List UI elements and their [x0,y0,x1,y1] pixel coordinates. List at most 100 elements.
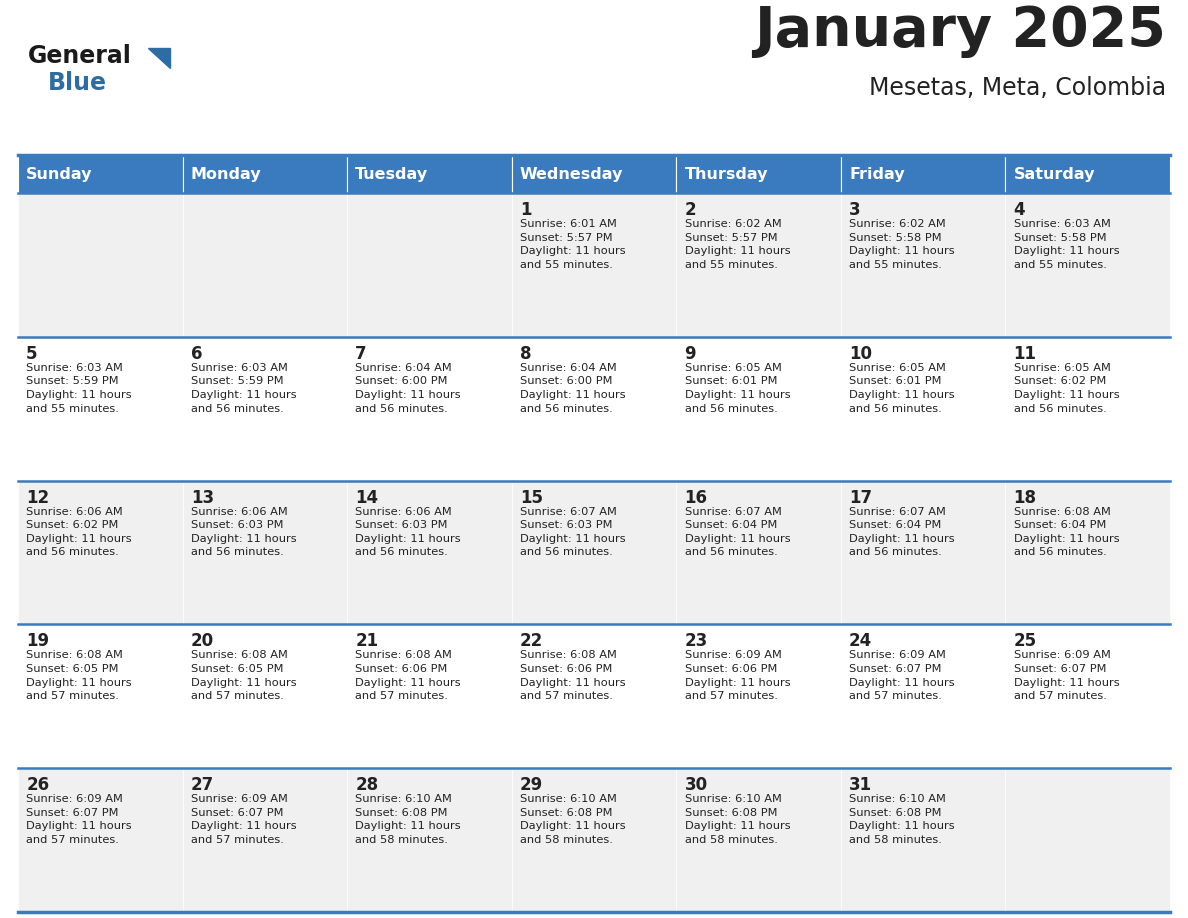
Text: General: General [29,44,132,68]
Bar [1005,624,1170,768]
Bar [18,768,183,912]
Text: Sunrise: 6:02 AM
Sunset: 5:58 PM
Daylight: 11 hours
and 55 minutes.: Sunrise: 6:02 AM Sunset: 5:58 PM Dayligh… [849,219,955,270]
Text: Sunrise: 6:01 AM
Sunset: 5:57 PM
Daylight: 11 hours
and 55 minutes.: Sunrise: 6:01 AM Sunset: 5:57 PM Dayligh… [520,219,626,270]
Text: Sunrise: 6:09 AM
Sunset: 6:07 PM
Daylight: 11 hours
and 57 minutes.: Sunrise: 6:09 AM Sunset: 6:07 PM Dayligh… [26,794,132,845]
Text: Saturday: Saturday [1013,166,1095,182]
Bar [1005,768,1170,912]
Bar [18,481,183,624]
Text: Sunrise: 6:05 AM
Sunset: 6:01 PM
Daylight: 11 hours
and 56 minutes.: Sunrise: 6:05 AM Sunset: 6:01 PM Dayligh… [684,363,790,414]
Bar [18,337,183,481]
Text: Blue: Blue [48,71,107,95]
Bar [183,155,347,193]
Text: 9: 9 [684,345,696,363]
Text: 20: 20 [191,633,214,650]
Text: Sunrise: 6:09 AM
Sunset: 6:07 PM
Daylight: 11 hours
and 57 minutes.: Sunrise: 6:09 AM Sunset: 6:07 PM Dayligh… [849,650,955,701]
Bar [841,768,1005,912]
Text: January 2025: January 2025 [754,4,1165,58]
Text: Sunrise: 6:10 AM
Sunset: 6:08 PM
Daylight: 11 hours
and 58 minutes.: Sunrise: 6:10 AM Sunset: 6:08 PM Dayligh… [355,794,461,845]
Text: Sunrise: 6:10 AM
Sunset: 6:08 PM
Daylight: 11 hours
and 58 minutes.: Sunrise: 6:10 AM Sunset: 6:08 PM Dayligh… [684,794,790,845]
Text: Sunrise: 6:07 AM
Sunset: 6:04 PM
Daylight: 11 hours
and 56 minutes.: Sunrise: 6:07 AM Sunset: 6:04 PM Dayligh… [849,507,955,557]
Text: Sunrise: 6:09 AM
Sunset: 6:07 PM
Daylight: 11 hours
and 57 minutes.: Sunrise: 6:09 AM Sunset: 6:07 PM Dayligh… [1013,650,1119,701]
Text: 6: 6 [191,345,202,363]
Text: 27: 27 [191,777,214,794]
Bar [347,193,512,337]
Text: Sunrise: 6:07 AM
Sunset: 6:04 PM
Daylight: 11 hours
and 56 minutes.: Sunrise: 6:07 AM Sunset: 6:04 PM Dayligh… [684,507,790,557]
Text: 24: 24 [849,633,872,650]
Text: Sunrise: 6:06 AM
Sunset: 6:02 PM
Daylight: 11 hours
and 56 minutes.: Sunrise: 6:06 AM Sunset: 6:02 PM Dayligh… [26,507,132,557]
Polygon shape [148,48,170,68]
Bar [1005,155,1170,193]
Text: 30: 30 [684,777,708,794]
Text: Sunrise: 6:04 AM
Sunset: 6:00 PM
Daylight: 11 hours
and 56 minutes.: Sunrise: 6:04 AM Sunset: 6:00 PM Dayligh… [520,363,626,414]
Text: 11: 11 [1013,345,1037,363]
Bar [676,155,841,193]
Text: Sunrise: 6:08 AM
Sunset: 6:04 PM
Daylight: 11 hours
and 56 minutes.: Sunrise: 6:08 AM Sunset: 6:04 PM Dayligh… [1013,507,1119,557]
Text: Sunrise: 6:08 AM
Sunset: 6:06 PM
Daylight: 11 hours
and 57 minutes.: Sunrise: 6:08 AM Sunset: 6:06 PM Dayligh… [355,650,461,701]
Bar [512,337,676,481]
Bar [841,624,1005,768]
Bar [347,768,512,912]
Bar [841,337,1005,481]
Text: Sunrise: 6:02 AM
Sunset: 5:57 PM
Daylight: 11 hours
and 55 minutes.: Sunrise: 6:02 AM Sunset: 5:57 PM Dayligh… [684,219,790,270]
Text: Friday: Friday [849,166,905,182]
Text: Wednesday: Wednesday [520,166,624,182]
Text: Sunrise: 6:10 AM
Sunset: 6:08 PM
Daylight: 11 hours
and 58 minutes.: Sunrise: 6:10 AM Sunset: 6:08 PM Dayligh… [849,794,955,845]
Text: 29: 29 [520,777,543,794]
Text: 10: 10 [849,345,872,363]
Text: Sunrise: 6:04 AM
Sunset: 6:00 PM
Daylight: 11 hours
and 56 minutes.: Sunrise: 6:04 AM Sunset: 6:00 PM Dayligh… [355,363,461,414]
Text: Thursday: Thursday [684,166,767,182]
Text: Sunday: Sunday [26,166,93,182]
Bar [1005,481,1170,624]
Text: 19: 19 [26,633,50,650]
Text: Sunrise: 6:08 AM
Sunset: 6:05 PM
Daylight: 11 hours
and 57 minutes.: Sunrise: 6:08 AM Sunset: 6:05 PM Dayligh… [191,650,297,701]
Bar [347,624,512,768]
Text: Sunrise: 6:07 AM
Sunset: 6:03 PM
Daylight: 11 hours
and 56 minutes.: Sunrise: 6:07 AM Sunset: 6:03 PM Dayligh… [520,507,626,557]
Bar [676,193,841,337]
Bar [841,155,1005,193]
Bar [676,624,841,768]
Text: Mesetas, Meta, Colombia: Mesetas, Meta, Colombia [868,76,1165,100]
Bar [347,155,512,193]
Text: Sunrise: 6:08 AM
Sunset: 6:06 PM
Daylight: 11 hours
and 57 minutes.: Sunrise: 6:08 AM Sunset: 6:06 PM Dayligh… [520,650,626,701]
Text: 13: 13 [191,488,214,507]
Text: 14: 14 [355,488,379,507]
Text: Sunrise: 6:03 AM
Sunset: 5:59 PM
Daylight: 11 hours
and 56 minutes.: Sunrise: 6:03 AM Sunset: 5:59 PM Dayligh… [191,363,297,414]
Bar [512,193,676,337]
Bar [18,155,183,193]
Text: 4: 4 [1013,201,1025,219]
Text: Sunrise: 6:10 AM
Sunset: 6:08 PM
Daylight: 11 hours
and 58 minutes.: Sunrise: 6:10 AM Sunset: 6:08 PM Dayligh… [520,794,626,845]
Text: 18: 18 [1013,488,1037,507]
Bar [676,337,841,481]
Text: Sunrise: 6:08 AM
Sunset: 6:05 PM
Daylight: 11 hours
and 57 minutes.: Sunrise: 6:08 AM Sunset: 6:05 PM Dayligh… [26,650,132,701]
Text: Sunrise: 6:03 AM
Sunset: 5:58 PM
Daylight: 11 hours
and 55 minutes.: Sunrise: 6:03 AM Sunset: 5:58 PM Dayligh… [1013,219,1119,270]
Bar [512,624,676,768]
Text: 23: 23 [684,633,708,650]
Bar [18,193,183,337]
Bar [676,481,841,624]
Text: 3: 3 [849,201,861,219]
Bar [512,768,676,912]
Bar [183,337,347,481]
Text: Tuesday: Tuesday [355,166,429,182]
Text: 7: 7 [355,345,367,363]
Bar [347,337,512,481]
Bar [183,624,347,768]
Text: 25: 25 [1013,633,1037,650]
Bar [183,768,347,912]
Bar [512,155,676,193]
Text: 17: 17 [849,488,872,507]
Text: 16: 16 [684,488,708,507]
Bar [841,481,1005,624]
Bar [1005,337,1170,481]
Bar [512,481,676,624]
Text: Sunrise: 6:06 AM
Sunset: 6:03 PM
Daylight: 11 hours
and 56 minutes.: Sunrise: 6:06 AM Sunset: 6:03 PM Dayligh… [191,507,297,557]
Text: Sunrise: 6:09 AM
Sunset: 6:06 PM
Daylight: 11 hours
and 57 minutes.: Sunrise: 6:09 AM Sunset: 6:06 PM Dayligh… [684,650,790,701]
Text: 8: 8 [520,345,531,363]
Text: 21: 21 [355,633,379,650]
Text: Sunrise: 6:09 AM
Sunset: 6:07 PM
Daylight: 11 hours
and 57 minutes.: Sunrise: 6:09 AM Sunset: 6:07 PM Dayligh… [191,794,297,845]
Text: 22: 22 [520,633,543,650]
Bar [18,624,183,768]
Text: 31: 31 [849,777,872,794]
Text: 5: 5 [26,345,38,363]
Text: 1: 1 [520,201,531,219]
